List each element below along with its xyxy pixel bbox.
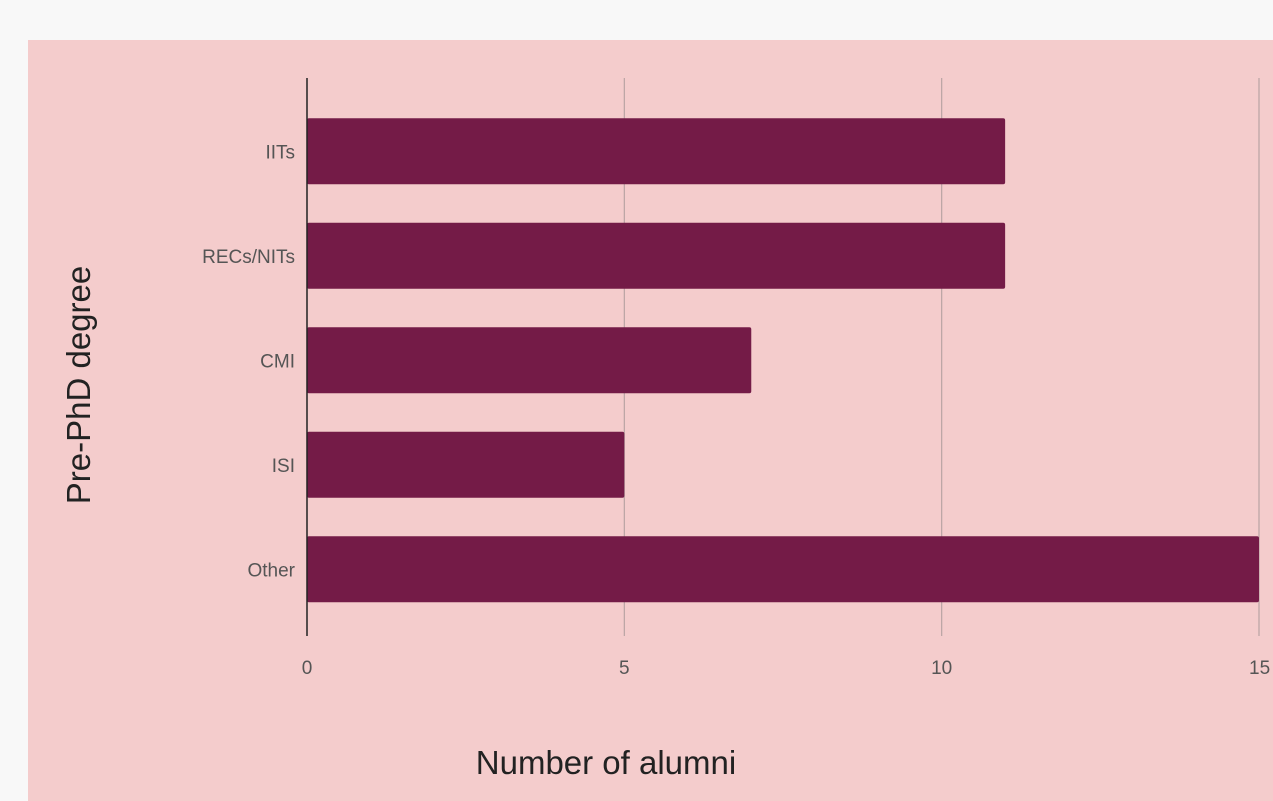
category-labels: IITs RECs/NITs CMI ISI Other [202,142,296,581]
bars [307,118,1259,603]
x-tick-label: 5 [619,658,630,679]
bar-iits [307,118,1006,185]
category-label: ISI [272,456,295,477]
x-tick-label: 0 [302,658,313,679]
category-label: Other [247,560,295,581]
y-axis-title: Pre-PhD degree [60,266,97,504]
x-tick-labels: 0 5 10 15 [302,658,1270,679]
bar-chart: IITs RECs/NITs CMI ISI Other 0 5 10 15 Number o… [28,40,1273,801]
x-tick-label: 10 [931,658,952,679]
x-tick-label: 15 [1249,658,1270,679]
category-label: IITs [265,142,295,163]
x-axis-title: Number of alumni [476,744,736,781]
bar-recs-nits [307,222,1006,289]
chart-panel: IITs RECs/NITs CMI ISI Other 0 5 10 15 Number o… [28,40,1273,801]
category-label: RECs/NITs [202,247,295,268]
bar-other [307,536,1259,603]
bar-cmi [307,327,752,394]
category-label: CMI [260,351,295,372]
bar-isi [307,431,625,498]
